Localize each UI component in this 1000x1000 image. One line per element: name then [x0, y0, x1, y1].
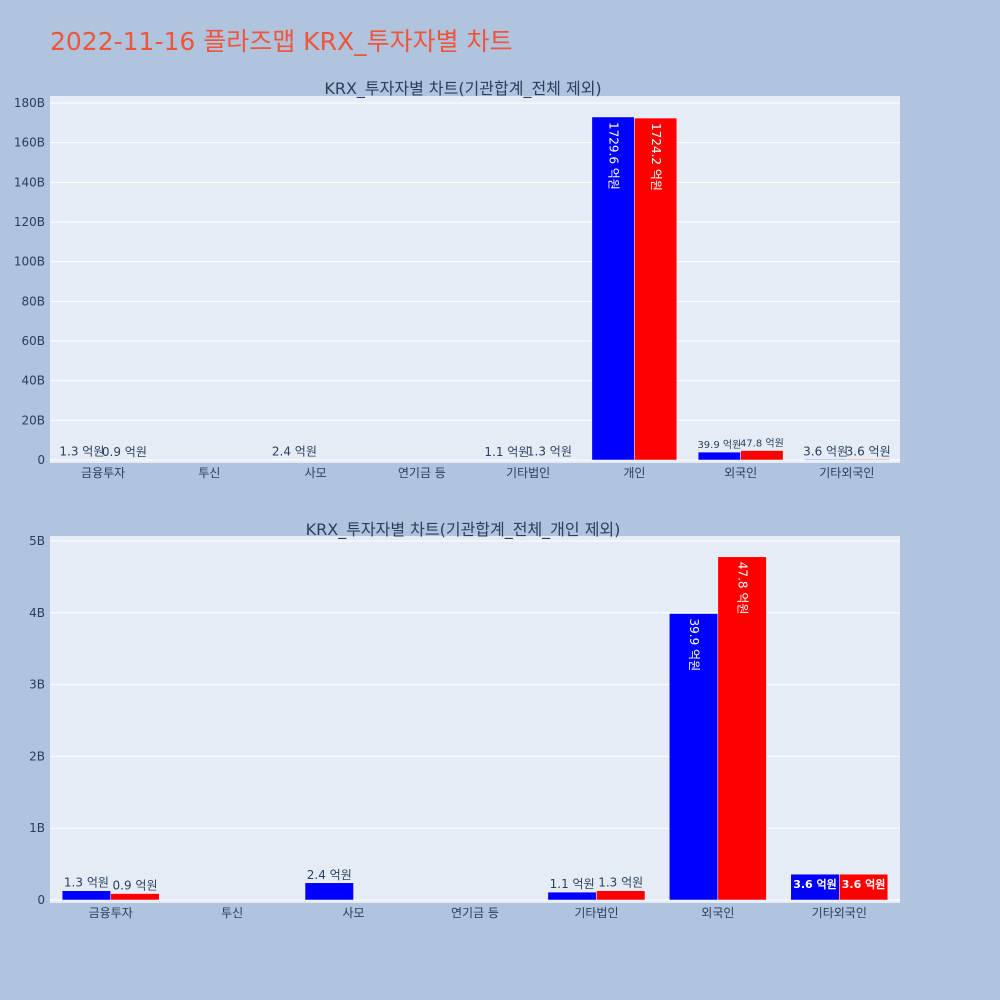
x-tick-label: 연기금 등 — [398, 466, 446, 480]
bar — [61, 890, 111, 901]
chart-title: KRX_투자자별 차트(기관합계_전체 제외) — [324, 79, 601, 99]
y-tick-label: 140B — [14, 175, 45, 189]
bar — [110, 893, 160, 901]
bar — [790, 873, 840, 901]
data-label: 3.6 억원 — [793, 877, 837, 891]
y-tick-label: 0 — [37, 453, 45, 467]
data-label: 2.4 억원 — [307, 868, 352, 882]
page-title: 2022-11-16 플라즈맵 KRX_투자자별 차트 — [50, 27, 513, 56]
y-tick-label: 80B — [21, 294, 45, 308]
data-label: 1.3 억원 — [598, 876, 643, 890]
x-tick-label: 기타법인 — [574, 906, 618, 920]
y-tick-label: 3B — [29, 678, 45, 692]
x-tick-label: 금융투자 — [81, 466, 125, 480]
y-tick-label: 40B — [21, 374, 45, 388]
x-tick-label: 기타법인 — [506, 466, 550, 480]
data-label: 2.4 억원 — [272, 445, 317, 459]
x-tick-label: 금융투자 — [89, 906, 133, 920]
data-label: 47.8 억원 — [736, 562, 750, 615]
data-label: 0.9 억원 — [102, 445, 147, 459]
y-tick-label: 4B — [29, 606, 45, 620]
data-label: 3.6 억원 — [846, 444, 891, 458]
bar — [669, 613, 719, 901]
data-label: 1724.2 억원 — [649, 123, 663, 191]
y-tick-label: 160B — [14, 136, 45, 150]
x-tick-label: 사모 — [343, 906, 365, 920]
x-tick-label: 기타외국인 — [819, 466, 874, 480]
data-label: 1.3 억원 — [527, 445, 572, 459]
data-label: 1.1 억원 — [550, 877, 595, 891]
y-tick-label: 0 — [37, 893, 45, 907]
data-label: 1729.6 억원 — [607, 122, 621, 190]
y-tick-label: 20B — [21, 413, 45, 427]
y-tick-label: 100B — [14, 255, 45, 269]
x-tick-label: 외국인 — [701, 906, 734, 920]
data-label: 1.3 억원 — [64, 876, 109, 890]
bar — [547, 891, 597, 901]
data-label: 0.9 억원 — [113, 879, 158, 893]
x-tick-label: 연기금 등 — [451, 906, 499, 920]
chart-title: KRX_투자자별 차트(기관합계_전체_개인 제외) — [306, 520, 621, 540]
y-tick-label: 1B — [29, 821, 45, 835]
bar — [634, 117, 678, 461]
data-label: 3.6 억원 — [842, 877, 886, 891]
y-tick-label: 180B — [14, 96, 45, 110]
bar — [304, 882, 354, 901]
data-label: 39.9 억원 — [687, 619, 701, 672]
x-tick-label: 기타외국인 — [812, 906, 867, 920]
x-tick-label: 사모 — [305, 466, 327, 480]
bar — [591, 116, 635, 461]
chart-all-investors: 0 20B 40B 60B 80B 100B 120B 140B 160B 180B KRX_투자자… — [14, 79, 900, 480]
data-label: 1.3 억원 — [59, 445, 104, 459]
x-tick-label: 개인 — [623, 466, 645, 480]
data-label: 47.8 억원 — [740, 438, 784, 450]
data-label: 1.1 억원 — [484, 445, 529, 459]
x-tick-label: 투신 — [221, 906, 243, 920]
y-tick-label: 2B — [29, 749, 45, 763]
plot-area — [50, 96, 900, 463]
bar — [717, 556, 767, 901]
x-tick-label: 외국인 — [724, 466, 757, 480]
chart-excluding-individuals: 0 1B 2B 3B 4B 5B KRX_투자자별 차트(기관합계_전체_개인 제외) 금융투… — [29, 520, 900, 920]
x-tick-label: 투신 — [198, 466, 220, 480]
bar — [697, 451, 741, 461]
bar — [846, 459, 890, 461]
bar — [804, 459, 848, 461]
y-tick-label: 5B — [29, 534, 45, 548]
plot-area — [50, 536, 900, 903]
y-tick-label: 60B — [21, 334, 45, 348]
data-label: 3.6 억원 — [803, 444, 848, 458]
bar — [740, 450, 784, 461]
data-label: 39.9 억원 — [697, 439, 741, 451]
bar — [839, 873, 889, 901]
y-tick-label: 120B — [14, 215, 45, 229]
bar — [596, 890, 646, 901]
